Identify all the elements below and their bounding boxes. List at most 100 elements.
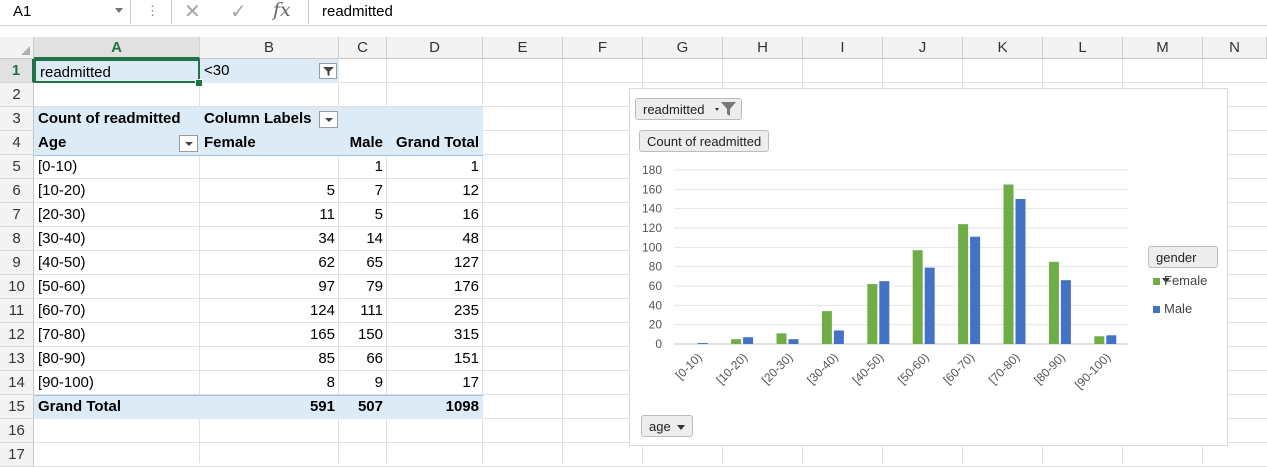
row-header-7[interactable]: 7 <box>0 203 34 227</box>
pivot-total-cell[interactable]: 315 <box>453 326 479 343</box>
bar-female[interactable] <box>1003 184 1014 345</box>
chevron-down-icon[interactable] <box>115 8 123 13</box>
bar-male[interactable] <box>1015 199 1026 344</box>
pivot-age-cell[interactable]: [40-50) <box>38 254 86 271</box>
column-header-f[interactable]: F <box>563 37 643 59</box>
cell-a1[interactable]: readmitted <box>34 59 200 83</box>
row-header-15[interactable]: 15 <box>0 395 34 419</box>
bar-female[interactable] <box>1048 261 1059 344</box>
pivot-total-cell[interactable]: 176 <box>453 278 479 295</box>
bar-male[interactable] <box>970 236 981 344</box>
pivot-total-cell[interactable]: 48 <box>462 230 479 247</box>
cancel-icon[interactable]: ✕ <box>184 1 201 23</box>
column-header-i[interactable]: I <box>803 37 883 59</box>
row-header-11[interactable]: 11 <box>0 299 34 323</box>
column-header-j[interactable]: J <box>883 37 963 59</box>
pivot-male-cell[interactable]: 79 <box>366 278 383 295</box>
grand-total-label[interactable]: Grand Total <box>38 398 122 415</box>
grand-total-female[interactable]: 591 <box>309 398 335 415</box>
filter-icon[interactable] <box>319 63 337 79</box>
pivot-female-cell[interactable]: 62 <box>318 254 335 271</box>
pivot-male-cell[interactable]: 111 <box>360 302 383 319</box>
pivot-male-cell[interactable]: 66 <box>366 350 383 367</box>
row-header-4[interactable]: 4 <box>0 131 34 155</box>
pivot-age-cell[interactable]: [60-70) <box>38 302 86 319</box>
row-header-13[interactable]: 13 <box>0 347 34 371</box>
column-header-m[interactable]: M <box>1123 37 1203 59</box>
pivot-female-cell[interactable]: 124 <box>309 302 335 319</box>
column-header-n[interactable]: N <box>1203 37 1267 59</box>
pivot-total-cell[interactable]: 12 <box>462 182 479 199</box>
pivot-total-cell[interactable]: 151 <box>453 350 479 367</box>
pivot-total-cell[interactable]: 127 <box>453 254 479 271</box>
pivot-age-cell[interactable]: [20-30) <box>38 206 86 223</box>
pivot-female-cell[interactable]: 34 <box>318 230 335 247</box>
bar-male[interactable] <box>743 337 754 344</box>
bar-female[interactable] <box>731 339 742 344</box>
pivot-age-cell[interactable]: [70-80) <box>38 326 86 343</box>
cell-b1[interactable]: <30 <box>204 62 230 79</box>
pivot-female-cell[interactable] <box>200 155 339 179</box>
bar-female[interactable] <box>821 311 832 344</box>
fill-handle[interactable] <box>195 79 203 87</box>
pivot-female-cell[interactable]: 97 <box>318 278 335 295</box>
axis-field-button[interactable]: age <box>641 415 693 437</box>
pivot-col-total[interactable]: Grand Total <box>395 134 479 151</box>
pivot-male-cell[interactable]: 7 <box>374 182 383 199</box>
pivot-chart[interactable]: readmitted Count of readmitted 0 20 40 60 80… <box>629 88 1228 446</box>
pivot-female-cell[interactable]: 165 <box>309 326 335 343</box>
pivot-age-cell[interactable]: [90-100) <box>38 374 94 391</box>
row-header-3[interactable]: 3 <box>0 107 34 131</box>
row-header-6[interactable]: 6 <box>0 179 34 203</box>
column-header-b[interactable]: B <box>200 37 339 59</box>
column-labels-dropdown-icon[interactable] <box>319 111 338 128</box>
bar-male[interactable] <box>1106 335 1117 344</box>
column-header-k[interactable]: K <box>963 37 1043 59</box>
pivot-total-cell[interactable]: 235 <box>453 302 479 319</box>
formula-input[interactable]: readmitted <box>322 3 393 20</box>
row-header-16[interactable]: 16 <box>0 419 34 443</box>
pivot-row-header[interactable]: Age <box>38 134 67 151</box>
pivot-column-labels[interactable]: Column Labels <box>204 110 312 127</box>
bar-female[interactable] <box>867 284 878 344</box>
pivot-female-cell[interactable]: 85 <box>318 350 335 367</box>
pivot-value-header[interactable]: Count of readmitted <box>38 110 181 127</box>
pivot-male-cell[interactable]: 1 <box>374 158 383 175</box>
row-header-17[interactable]: 17 <box>0 443 34 467</box>
pivot-col-female[interactable]: Female <box>204 134 256 151</box>
pivot-male-cell[interactable]: 150 <box>357 326 383 343</box>
row-header-14[interactable]: 14 <box>0 371 34 395</box>
pivot-male-cell[interactable]: 5 <box>374 206 383 223</box>
pivot-male-cell[interactable]: 65 <box>366 254 383 271</box>
pivot-female-cell[interactable]: 5 <box>326 182 335 199</box>
name-box[interactable]: A1 <box>0 0 131 24</box>
row-header-12[interactable]: 12 <box>0 323 34 347</box>
bar-male[interactable] <box>879 281 890 344</box>
row-header-8[interactable]: 8 <box>0 227 34 251</box>
row-header-9[interactable]: 9 <box>0 251 34 275</box>
bar-male[interactable] <box>1060 280 1071 344</box>
bar-female[interactable] <box>1094 336 1105 344</box>
chart-filter-field-button[interactable]: readmitted <box>635 98 742 120</box>
pivot-total-cell[interactable]: 16 <box>462 206 479 223</box>
column-header-a[interactable]: A <box>34 37 200 59</box>
row-header-2[interactable]: 2 <box>0 83 34 107</box>
pivot-age-cell[interactable]: [0-10) <box>38 158 78 175</box>
bar-female[interactable] <box>912 250 923 344</box>
column-header-g[interactable]: G <box>643 37 723 59</box>
pivot-male-cell[interactable]: 9 <box>374 374 383 391</box>
bar-male[interactable] <box>833 330 844 344</box>
column-header-e[interactable]: E <box>483 37 563 59</box>
pivot-age-cell[interactable]: [80-90) <box>38 350 86 367</box>
column-header-c[interactable]: C <box>339 37 387 59</box>
select-all-corner[interactable] <box>0 37 34 59</box>
row-header-5[interactable]: 5 <box>0 155 34 179</box>
pivot-age-cell[interactable]: [10-20) <box>38 182 86 199</box>
bar-female[interactable] <box>776 333 787 344</box>
bar-male[interactable] <box>924 267 935 344</box>
check-icon[interactable]: ✓ <box>230 1 247 23</box>
bar-female[interactable] <box>958 224 969 344</box>
age-dropdown-icon[interactable] <box>179 135 198 152</box>
insert-function-icon[interactable]: fx <box>273 0 291 21</box>
row-header-1[interactable]: 1 <box>0 59 34 83</box>
